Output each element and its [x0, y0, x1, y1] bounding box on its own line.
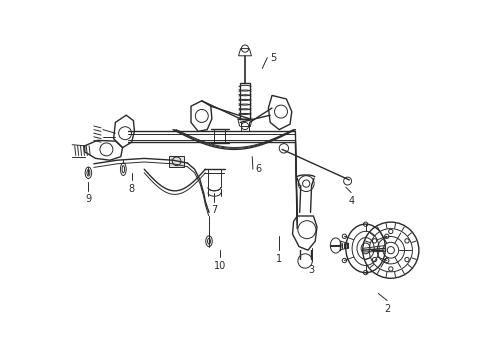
- Text: 10: 10: [214, 261, 226, 271]
- Text: 3: 3: [309, 265, 315, 275]
- Text: 5: 5: [270, 53, 276, 63]
- Text: 7: 7: [211, 205, 218, 215]
- Text: 1: 1: [276, 254, 282, 264]
- Text: 9: 9: [85, 194, 92, 204]
- Text: 6: 6: [256, 164, 262, 174]
- Text: 4: 4: [348, 196, 354, 206]
- Text: 8: 8: [128, 184, 135, 194]
- Text: 2: 2: [384, 304, 391, 314]
- Polygon shape: [170, 156, 184, 167]
